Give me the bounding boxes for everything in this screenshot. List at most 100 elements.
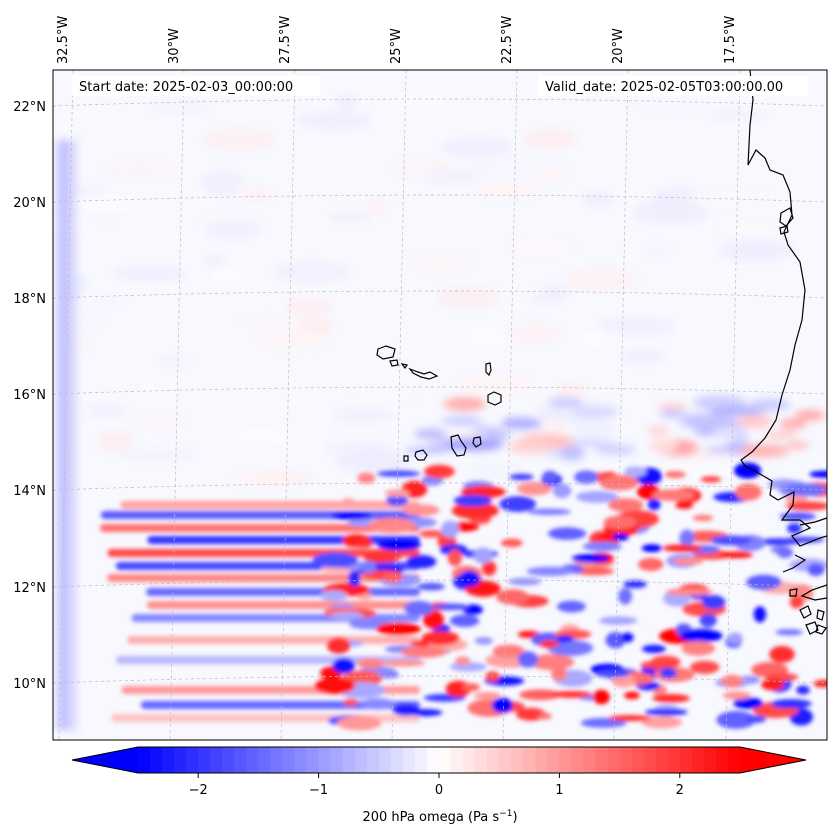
- omega-cell: [608, 715, 652, 722]
- bissagos-island-2: [805, 621, 819, 635]
- omega-cell: [360, 560, 377, 574]
- omega-cell: [470, 186, 548, 198]
- colorbar-segment: [571, 747, 585, 773]
- omega-cell: [746, 574, 782, 590]
- colorbar-segment: [655, 747, 669, 773]
- omega-cell: [652, 489, 696, 502]
- omega-cell: [598, 616, 638, 625]
- omega-cell: [462, 327, 511, 345]
- omega-cell: [638, 95, 716, 116]
- omega-cell: [382, 572, 403, 583]
- bissagos-island-3: [816, 609, 825, 621]
- meridian-line: [169, 70, 185, 740]
- omega-cell: [335, 95, 358, 109]
- omega-cell: [582, 541, 623, 552]
- omega-cell: [376, 470, 421, 477]
- colorbar-segment: [150, 747, 163, 773]
- omega-cell: [700, 476, 722, 483]
- omega-cell: [640, 660, 677, 670]
- omega-cell: [127, 636, 420, 644]
- omega-cell: [779, 512, 816, 521]
- omega-cell: [538, 712, 552, 720]
- omega-cell: [297, 112, 372, 130]
- omega-cell: [336, 716, 382, 731]
- omega-cell: [504, 323, 566, 343]
- colorbar-segment: [210, 747, 223, 773]
- omega-cell: [360, 698, 397, 710]
- omega-cell: [451, 502, 499, 520]
- sao-nicolau-island: [408, 367, 439, 380]
- omega-cell: [140, 381, 162, 403]
- parallel-line: [53, 98, 827, 107]
- graticule: [53, 70, 827, 740]
- omega-cell: [713, 427, 737, 440]
- omega-cell: [580, 717, 627, 728]
- lon-label-27-5w: 27.5°W: [278, 16, 293, 64]
- colorbar-tick-label: 0: [435, 783, 443, 798]
- colorbar-segment: [378, 747, 392, 773]
- santa-luzia-island: [400, 363, 408, 370]
- omega-cell: [376, 622, 421, 636]
- omega-cell: [736, 444, 789, 458]
- colorbar-segment: [186, 747, 199, 773]
- omega-cell: [147, 536, 421, 544]
- colorbar-segment: [607, 747, 621, 773]
- omega-cell: [795, 410, 826, 421]
- omega-cell: [384, 489, 410, 497]
- omega-cell: [500, 538, 523, 548]
- colorbar-segment: [354, 747, 368, 773]
- omega-cell: [779, 418, 807, 430]
- colorbar-segment: [222, 747, 235, 773]
- omega-cell: [621, 632, 634, 643]
- colorbar-segment: [463, 747, 476, 773]
- omega-cell: [146, 588, 420, 596]
- omega-cell: [542, 284, 569, 302]
- omega-cell: [509, 473, 534, 481]
- omega-cell: [83, 241, 107, 258]
- omega-cell: [690, 660, 720, 674]
- omega-cell: [647, 243, 670, 257]
- colorbar-segment: [499, 747, 512, 773]
- omega-cell: [257, 330, 330, 349]
- omega-cell: [638, 557, 664, 572]
- colorbar-segment: [667, 747, 681, 773]
- colorbar-segments: [138, 747, 741, 773]
- omega-cell: [556, 600, 586, 613]
- omega-cell: [649, 438, 678, 453]
- colorbar-segment: [535, 747, 548, 773]
- omega-cell: [592, 689, 610, 705]
- omega-cell: [449, 614, 480, 627]
- omega-cell: [356, 658, 385, 669]
- omega-cell: [647, 498, 661, 511]
- omega-cell: [335, 449, 413, 473]
- omega-cell: [85, 296, 127, 308]
- omega-cell: [776, 546, 794, 559]
- colorbar-label: 200 hPa omega (Pa s−1): [362, 809, 517, 825]
- brava-island: [403, 455, 409, 462]
- bissagos-island-4: [815, 624, 827, 635]
- omega-cell: [141, 413, 183, 428]
- omega-cell: [680, 414, 738, 430]
- colorbar-segment: [330, 747, 344, 773]
- lon-label-22-5w: 22.5°W: [500, 16, 515, 64]
- omega-cell: [326, 637, 351, 654]
- omega-cell: [681, 640, 716, 656]
- omega-cell: [516, 707, 547, 721]
- fogo-island: [414, 449, 428, 461]
- omega-cell: [692, 514, 714, 522]
- lat-label-14n: 14°N: [13, 484, 46, 499]
- meridian-line: [502, 70, 518, 740]
- omega-cell: [204, 255, 226, 266]
- omega-cell: [204, 219, 261, 239]
- omega-cell: [550, 690, 592, 698]
- omega-cell: [499, 496, 537, 513]
- omega-cell: [612, 533, 629, 541]
- omega-cell: [500, 417, 543, 430]
- omega-cell: [459, 570, 480, 587]
- coastal-island-1: [779, 207, 794, 227]
- omega-cell: [72, 214, 116, 224]
- omega-cell: [473, 692, 501, 699]
- omega-cell: [203, 129, 275, 151]
- omega-cell: [417, 582, 445, 591]
- colorbar-ticks: −2 −1 0 1 2: [189, 773, 684, 798]
